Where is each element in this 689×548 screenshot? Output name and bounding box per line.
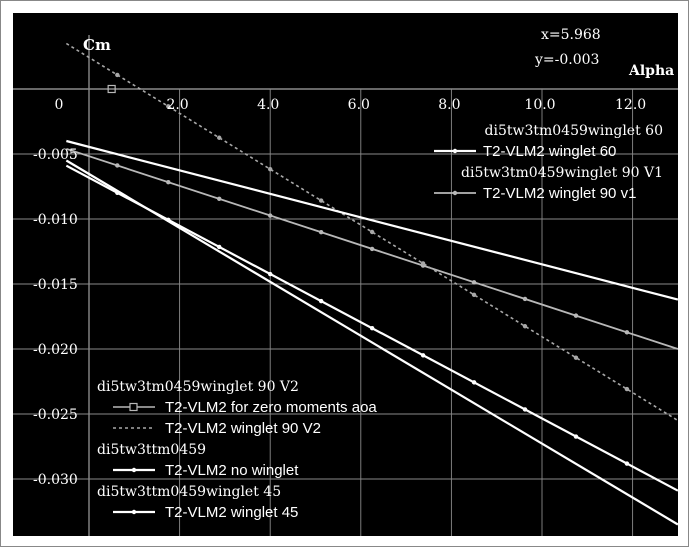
zero-moment-marker	[107, 84, 116, 94]
legend-entry-label: T2-VLM2 for zero moments aoa	[165, 399, 377, 416]
legend-swatch-marker	[452, 190, 458, 196]
series-marker	[573, 434, 579, 439]
series-marker	[268, 213, 273, 218]
legend-group-label: di5tw3ttm0459winglet 45	[97, 484, 281, 500]
series-marker	[268, 166, 273, 172]
series-line	[65, 159, 679, 526]
plot-background	[13, 13, 678, 536]
legend-layer: di5tw3tm0459winglet 60 T2-VLM2 winglet 60…	[97, 123, 663, 521]
series-marker	[573, 313, 579, 318]
x-tick-label: 10.0	[524, 97, 555, 113]
axis-layer: Cm Alpha x=5.968 y=-0.003 0 2.0 4.0 6.0 8.0 1…	[33, 27, 674, 488]
series-marker	[115, 163, 120, 168]
y-tick-label: -0.010	[33, 212, 78, 228]
series-marker	[166, 104, 171, 109]
y-tick-label: -0.025	[33, 407, 78, 423]
series-marker	[420, 261, 426, 266]
y-tick-label: -0.030	[33, 472, 78, 488]
series-marker	[573, 355, 579, 360]
x-tick-label: 12.0	[615, 97, 646, 113]
x-tick-label: 4.0	[257, 97, 279, 113]
series-marker	[369, 229, 375, 235]
series-line	[66, 139, 679, 301]
series-marker	[471, 380, 477, 385]
x-tick-label: 6.0	[348, 97, 370, 113]
grid-layer	[13, 35, 678, 536]
x-tick-label: 0	[55, 97, 64, 113]
readout-x: x=5.968	[541, 27, 601, 43]
legend-swatch-marker	[131, 467, 137, 473]
legend-group-label: di5tw3tm0459winglet 90 V2	[97, 379, 299, 395]
series-marker	[217, 135, 222, 140]
series-marker	[318, 198, 324, 203]
y-axis-title: Cm	[83, 36, 111, 54]
series-marker	[522, 296, 528, 302]
series-marker	[522, 407, 528, 412]
legend-group-label: di5tw3tm0459winglet 60	[485, 123, 664, 139]
x-axis-title: Alpha	[628, 63, 674, 79]
legend-swatch-marker	[131, 509, 137, 515]
x-tick-label: 8.0	[438, 97, 460, 113]
legend-group-label: di5tw3ttm0459	[97, 442, 206, 458]
y-tick-label: -0.015	[33, 277, 78, 293]
series-marker	[471, 292, 477, 298]
legend-entry-label: T2-VLM2 no winglet	[165, 462, 299, 479]
series-marker	[522, 324, 528, 329]
series-marker	[369, 326, 375, 331]
series-marker	[217, 244, 222, 250]
series-marker	[471, 280, 477, 285]
y-tick-label: -0.020	[33, 342, 78, 358]
series-marker	[268, 271, 273, 277]
series-marker	[217, 196, 222, 202]
legend-entry-label: T2-VLM2 winglet 90 v1	[483, 185, 636, 202]
series-marker	[624, 461, 630, 466]
series-layer	[65, 42, 679, 526]
series-marker	[115, 72, 120, 78]
legend-group-label: di5tw3tm0459winglet 90 V1	[461, 165, 663, 181]
series-marker	[420, 353, 426, 358]
series-marker	[318, 298, 324, 304]
series-marker	[624, 330, 630, 335]
series-marker	[166, 179, 171, 185]
legend-entry-label: T2-VLM2 winglet 60	[483, 143, 616, 160]
series-marker	[369, 246, 375, 252]
series-marker	[624, 386, 630, 392]
readout-y: y=-0.003	[534, 52, 599, 68]
series-marker	[318, 230, 324, 235]
legend-entry-label: T2-VLM2 winglet 90 V2	[165, 420, 321, 437]
y-tick-label: -0.005	[33, 147, 78, 163]
legend-swatch-square	[129, 402, 138, 412]
legend-entry-label: T2-VLM2 winglet 45	[165, 504, 298, 521]
legend-swatch-marker	[452, 148, 458, 154]
x-tick-label: 2.0	[166, 97, 188, 113]
